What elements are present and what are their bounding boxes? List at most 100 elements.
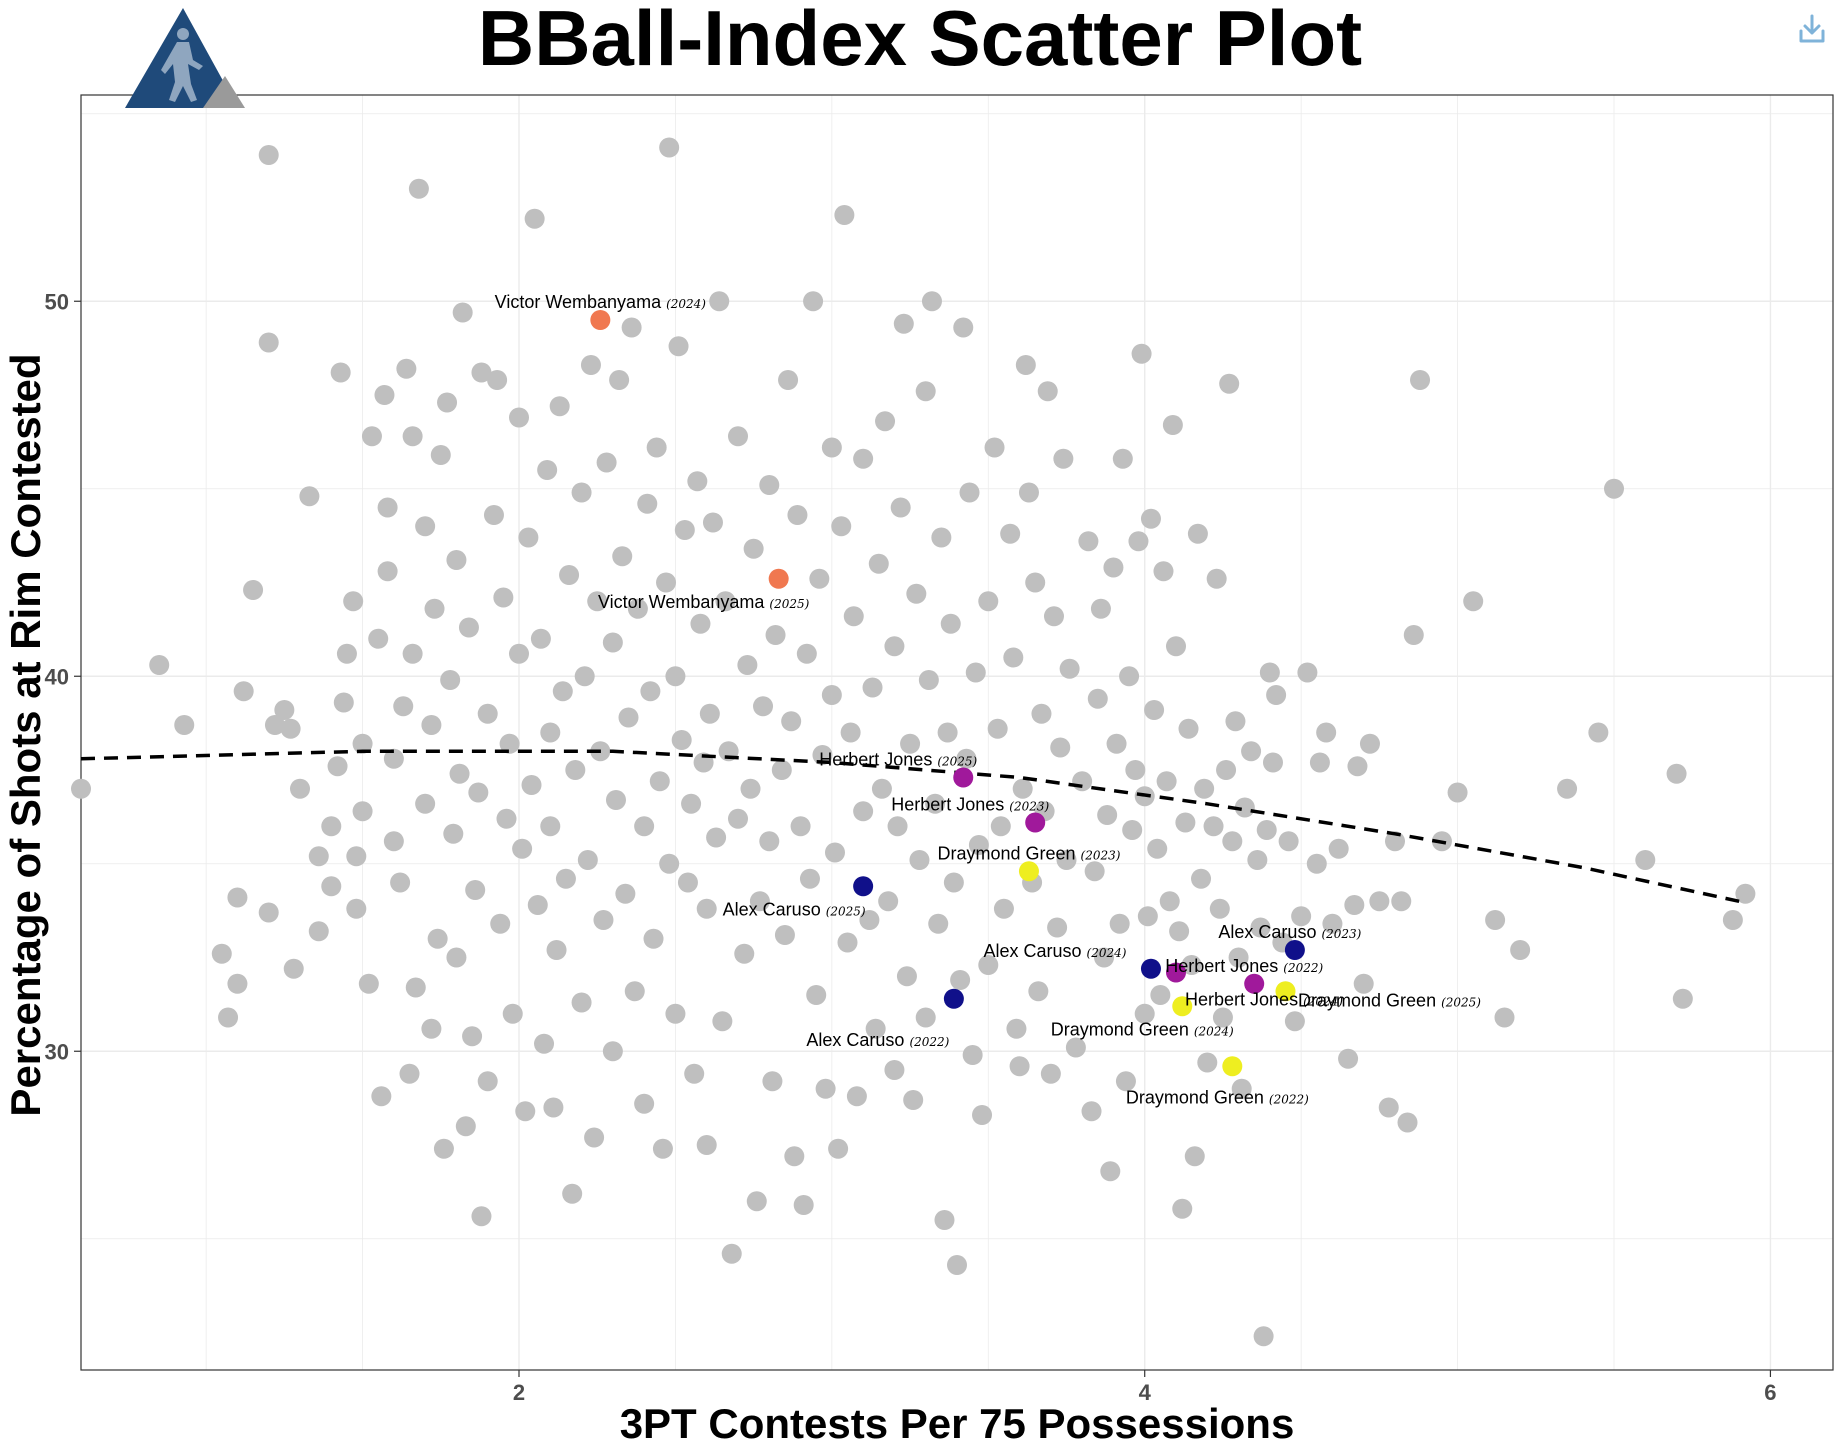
data-point xyxy=(1391,891,1412,912)
data-point xyxy=(308,921,329,942)
data-point xyxy=(421,715,442,735)
highlighted-point xyxy=(768,568,789,589)
data-point xyxy=(1322,913,1343,934)
data-point xyxy=(1112,448,1133,469)
data-point xyxy=(1635,850,1656,870)
data-point xyxy=(233,681,254,702)
data-point xyxy=(1040,1063,1061,1084)
data-point xyxy=(893,313,914,334)
data-point xyxy=(1262,752,1283,773)
data-point xyxy=(534,1033,555,1054)
data-point xyxy=(753,696,774,717)
data-point xyxy=(659,137,680,158)
data-point xyxy=(1018,482,1039,503)
data-point xyxy=(765,625,786,645)
data-point xyxy=(527,895,548,915)
data-point xyxy=(965,662,986,683)
data-point xyxy=(1028,981,1049,1002)
data-point xyxy=(1072,771,1093,792)
data-point xyxy=(1397,1112,1418,1133)
data-point xyxy=(1256,820,1277,840)
data-point xyxy=(402,426,423,447)
data-point xyxy=(443,823,464,844)
data-point xyxy=(1485,910,1506,930)
data-point xyxy=(1219,373,1240,394)
data-point xyxy=(243,580,264,600)
data-point xyxy=(696,1135,717,1155)
data-point xyxy=(1187,523,1208,544)
data-point xyxy=(1209,898,1230,919)
data-point xyxy=(778,370,799,390)
data-point xyxy=(1344,895,1365,915)
data-point xyxy=(493,587,514,608)
data-point xyxy=(1169,921,1190,942)
x-axis-title: 3PT Contests Per 75 Possessions xyxy=(620,1400,1295,1447)
data-point xyxy=(1175,812,1196,833)
data-point xyxy=(490,913,511,934)
data-point xyxy=(1328,838,1349,859)
point-label: Victor Wembanyama (2024) xyxy=(495,292,707,312)
data-point xyxy=(1338,1048,1359,1069)
data-point xyxy=(627,598,648,619)
data-point xyxy=(543,1097,564,1118)
data-point xyxy=(571,992,592,1013)
data-point xyxy=(1588,722,1609,743)
data-point xyxy=(327,756,348,777)
data-point xyxy=(1191,868,1212,889)
data-point xyxy=(1306,853,1327,874)
axis-ticks: 2 4 6 30 40 50 xyxy=(45,289,1777,1405)
data-point xyxy=(915,381,936,402)
highlighted-points xyxy=(590,310,1305,1077)
data-point xyxy=(424,598,445,619)
data-point xyxy=(584,1127,605,1148)
data-point xyxy=(390,872,411,893)
data-point xyxy=(1094,947,1115,968)
data-point xyxy=(953,317,974,338)
data-point xyxy=(343,591,364,612)
data-point xyxy=(1194,778,1215,799)
data-point xyxy=(887,816,908,837)
data-point xyxy=(821,437,842,458)
data-point xyxy=(502,1003,523,1024)
data-point xyxy=(612,546,633,567)
data-point xyxy=(862,677,883,698)
data-point xyxy=(1735,883,1756,904)
data-point xyxy=(258,332,279,353)
data-point xyxy=(1216,760,1237,780)
data-point xyxy=(846,1086,867,1107)
data-point xyxy=(799,868,820,889)
data-point xyxy=(415,793,436,814)
data-point xyxy=(759,475,780,495)
download-icon[interactable] xyxy=(1798,14,1826,44)
data-point xyxy=(405,977,426,998)
data-point xyxy=(1206,568,1227,589)
data-point xyxy=(728,808,748,829)
data-point xyxy=(1203,816,1224,837)
data-point xyxy=(884,1060,905,1080)
point-label: Herbert Jones (2024) xyxy=(1185,990,1343,1010)
data-point xyxy=(984,437,1005,458)
data-point xyxy=(1047,917,1068,938)
data-point xyxy=(1184,1146,1205,1167)
data-point xyxy=(1003,647,1024,668)
data-point xyxy=(537,460,558,480)
data-point xyxy=(377,497,398,518)
data-point xyxy=(1012,778,1033,799)
data-point xyxy=(740,778,761,799)
data-point xyxy=(978,955,999,975)
data-point xyxy=(721,1243,742,1264)
highlighted-point xyxy=(1172,996,1193,1017)
data-point xyxy=(462,1026,483,1047)
data-point xyxy=(840,722,861,743)
data-point xyxy=(1106,733,1127,754)
data-point xyxy=(831,516,852,537)
data-point xyxy=(621,317,642,338)
data-point xyxy=(358,973,379,994)
data-point xyxy=(71,778,91,799)
data-point xyxy=(555,868,576,889)
data-point xyxy=(865,1018,886,1039)
data-point xyxy=(471,362,492,383)
data-point xyxy=(1259,662,1280,683)
data-point xyxy=(477,703,498,724)
data-point xyxy=(931,527,952,548)
